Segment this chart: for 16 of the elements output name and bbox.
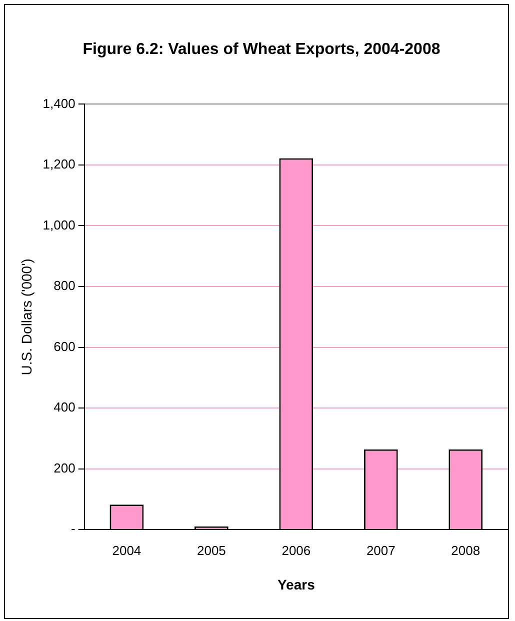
y-tick-label: 1,200 [42, 156, 76, 172]
x-axis-title: Years [277, 576, 316, 592]
y-tick-label: 1,000 [42, 217, 76, 232]
y-tick-label: 800 [54, 278, 76, 294]
x-tick-label: 2007 [366, 542, 396, 558]
x-tick-label: 2008 [451, 542, 480, 558]
x-tick-label: 2005 [196, 542, 226, 558]
chart-title: Figure 6.2: Values of Wheat Exports, 2004-2008 [82, 41, 440, 58]
y-tick-label: 400 [54, 400, 76, 415]
y-tick-label: - [70, 521, 76, 536]
x-tick-label: 2006 [282, 542, 311, 558]
y-tick-label: 1,400 [42, 96, 76, 111]
x-tick-label: 2004 [112, 542, 142, 558]
y-tick-label: 200 [54, 460, 76, 476]
y-axis-title: U.S. Dollars ('000') [18, 258, 34, 376]
y-tick-label: 600 [54, 338, 76, 354]
